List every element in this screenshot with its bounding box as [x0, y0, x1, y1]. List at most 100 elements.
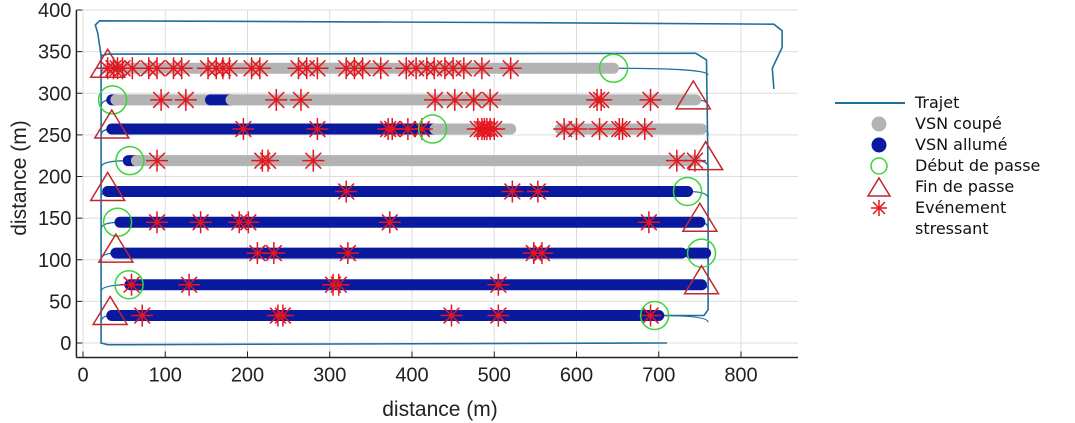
event-marker [410, 118, 433, 141]
event-stroke [173, 59, 191, 77]
x-axis-label: distance (m) [382, 398, 498, 421]
event-marker [424, 88, 447, 111]
event-stroke [473, 59, 491, 77]
x-tick-label: 400 [395, 364, 428, 386]
event-marker [335, 180, 358, 203]
trajet-line [613, 67, 709, 76]
event-marker [246, 242, 269, 265]
legend-item-vsn-on: VSN allumé [835, 134, 1040, 155]
legend-item-trajet: Trajet [835, 92, 1040, 113]
event-marker [639, 88, 662, 111]
event-marker [590, 88, 613, 111]
event-marker [174, 88, 197, 111]
axes: 0 100 200 300 400 500 600 700 800 0 50 100 150 200 250… [38, 0, 798, 386]
x-tick-label: 200 [231, 364, 264, 386]
event-stroke [555, 120, 573, 138]
y-tick-label: 100 [38, 250, 71, 272]
debut-marker [598, 53, 629, 84]
event-marker [470, 57, 493, 80]
event-stroke [614, 120, 632, 138]
event-stroke [339, 244, 357, 262]
asterisk-icon [871, 200, 887, 216]
event-marker [150, 88, 173, 111]
event-stroke [668, 152, 686, 170]
y-tick-label: 250 [38, 125, 71, 147]
legend-item-vsn-off: VSN coupé [835, 113, 1040, 134]
event-stroke [308, 120, 326, 138]
event-stroke [489, 276, 507, 294]
grid [76, 9, 798, 358]
event-stroke [399, 120, 417, 138]
event-stroke [220, 59, 238, 77]
x-tick-label: 500 [478, 364, 511, 386]
event-stroke [123, 59, 141, 77]
event-marker [487, 273, 510, 296]
legend-label: VSN coupé [915, 114, 1002, 133]
event-marker [443, 88, 466, 111]
line-icon [835, 102, 905, 104]
event-stroke [267, 91, 285, 109]
event-marker [178, 273, 201, 296]
event-stroke [308, 59, 326, 77]
event-stroke [591, 120, 608, 138]
event-stroke [446, 91, 464, 109]
event-marker [121, 57, 144, 80]
event-stroke [354, 59, 372, 77]
x-tick-label: 300 [313, 364, 346, 386]
event-marker [306, 118, 329, 141]
event-stroke [251, 59, 269, 77]
event-stroke [330, 276, 348, 294]
event-marker [170, 57, 193, 80]
event-marker [306, 57, 329, 80]
legend-label: Evénement stressant [915, 198, 1007, 238]
event-stroke [502, 59, 520, 77]
event-stroke [481, 91, 499, 109]
event-stroke [372, 59, 390, 77]
event-marker [378, 211, 401, 234]
event-marker [479, 88, 502, 111]
triangle-icon [866, 176, 892, 197]
event-stroke [239, 213, 257, 231]
fin-marker [687, 140, 724, 171]
y-axis-label: distance (m) [8, 120, 31, 236]
event-marker [611, 118, 634, 141]
legend-item-debut: Début de passe [835, 155, 1040, 176]
event-stroke [455, 59, 473, 77]
event-stroke [533, 244, 551, 262]
legend-label: Trajet [915, 93, 960, 112]
circle-icon [870, 157, 888, 175]
event-stroke [304, 152, 322, 170]
event-stroke [485, 120, 503, 138]
event-stroke [123, 276, 140, 294]
event-marker [499, 57, 522, 80]
event-stroke [592, 91, 610, 109]
event-marker [289, 88, 312, 111]
debut-marker [417, 114, 448, 144]
event-stroke [413, 120, 431, 138]
event-marker [262, 242, 285, 265]
x-tick-label: 600 [560, 364, 593, 386]
legend-item-event: Evénement stressant [835, 197, 1035, 239]
x-tick-label: 700 [642, 364, 675, 386]
event-stroke [443, 307, 460, 324]
event-marker [665, 149, 688, 172]
event-stroke [489, 307, 507, 324]
y-tick-label: 350 [38, 42, 71, 64]
event-stroke [642, 307, 659, 324]
event-marker [637, 211, 660, 234]
event-stroke [292, 91, 310, 109]
event-stroke [642, 91, 659, 109]
event-stroke [177, 91, 195, 109]
event-marker [483, 118, 506, 141]
event-marker [565, 118, 588, 141]
y-tick-label: 300 [38, 83, 71, 105]
trajet-line [100, 52, 709, 346]
blue-dot-icon [871, 137, 887, 153]
event-marker [501, 180, 524, 203]
gray-dot-icon [871, 116, 887, 132]
event-marker [588, 118, 611, 141]
event-marker [265, 88, 288, 111]
debut-marker [115, 145, 145, 176]
debut-marker [639, 300, 670, 331]
